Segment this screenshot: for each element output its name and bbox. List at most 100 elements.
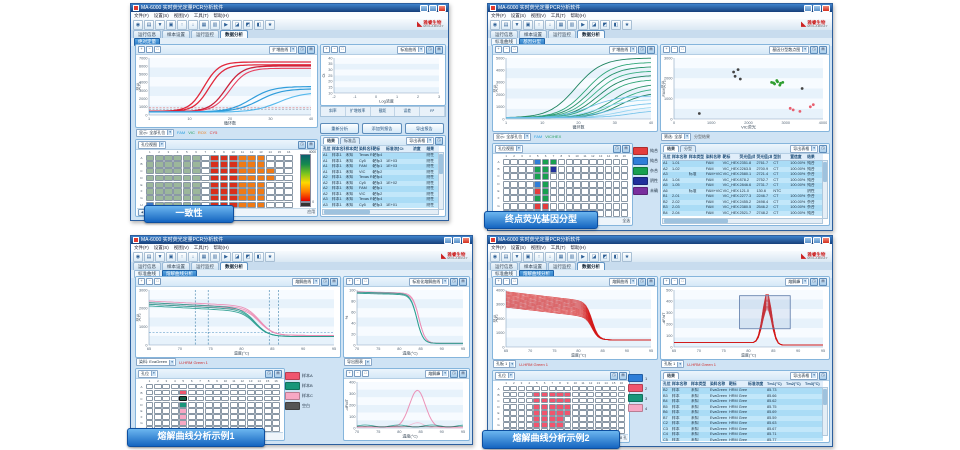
plate-well[interactable] — [557, 165, 565, 173]
plate-well[interactable] — [246, 383, 255, 390]
tab-2[interactable]: 运行监控 — [191, 30, 219, 38]
chart-type-dropdown[interactable]: 扩增曲线 ▾ — [609, 45, 637, 54]
plate-well[interactable] — [602, 410, 610, 416]
plate-well[interactable] — [589, 188, 597, 195]
plate-well[interactable] — [510, 403, 518, 410]
plate-well[interactable] — [238, 168, 247, 175]
plate-well[interactable] — [594, 410, 602, 416]
filter-dropdown[interactable]: 筛选: 全部 ▾ — [661, 132, 691, 141]
new-file-icon[interactable]: ▤ — [501, 251, 511, 262]
plate-well[interactable] — [228, 154, 238, 161]
plate-well[interactable] — [518, 195, 526, 203]
legend-item[interactable]: 阴性 — [633, 177, 658, 185]
plate-well[interactable] — [265, 154, 275, 161]
plate-well[interactable] — [196, 414, 205, 420]
plate-well[interactable] — [610, 397, 618, 404]
plate-well[interactable] — [581, 158, 589, 166]
plate-well[interactable] — [518, 202, 526, 210]
plate-well[interactable] — [228, 181, 238, 188]
plate-settings-button[interactable]: ▤ — [274, 369, 282, 378]
plate-well[interactable] — [610, 416, 618, 422]
table-row[interactable]: A6 标准 FAM+VIC VIC_HEX 121.0 130.6 NTC 阴性 — [662, 188, 823, 194]
export-icon[interactable]: ↓ — [188, 251, 198, 262]
plate-well[interactable] — [265, 168, 275, 175]
plate-well[interactable] — [502, 173, 510, 181]
print-icon[interactable]: ▦ — [556, 19, 566, 30]
plate-well[interactable] — [153, 383, 162, 390]
plate-well[interactable] — [502, 403, 510, 410]
plate-well[interactable] — [518, 180, 526, 188]
plate-well[interactable] — [610, 403, 618, 410]
save-icon[interactable]: ▣ — [523, 19, 533, 30]
menu-item[interactable]: 文件(F) — [134, 245, 149, 250]
plate-well[interactable] — [191, 161, 201, 168]
zoom-in-icon[interactable]: + — [346, 370, 353, 377]
plate-well[interactable] — [219, 154, 229, 161]
run-icon[interactable]: ▶ — [221, 19, 231, 30]
table-row[interactable]: A5 1-05 FAM VIC_HEX 2846.6 2731.7 CT 100.00% 纯合 — [662, 183, 823, 189]
plate-well[interactable] — [549, 173, 558, 181]
plate-well[interactable] — [612, 165, 621, 173]
save-icon[interactable]: ▣ — [166, 19, 176, 30]
plate-well[interactable] — [556, 403, 564, 410]
plate-well[interactable] — [549, 180, 558, 188]
plate-well[interactable] — [170, 389, 179, 396]
plate-well[interactable] — [162, 383, 171, 390]
new-file-icon[interactable]: ▤ — [144, 19, 154, 30]
plate-well[interactable] — [255, 389, 264, 396]
plate-well[interactable] — [594, 422, 602, 428]
zoom-out-icon[interactable]: − — [503, 278, 510, 285]
menu-item[interactable]: 设置(S) — [510, 245, 526, 250]
export-chart-button[interactable]: ◳ — [810, 45, 818, 54]
plate-well[interactable] — [604, 158, 613, 166]
plate-well[interactable] — [145, 154, 155, 161]
plate-well[interactable] — [153, 395, 162, 402]
plate-well[interactable] — [284, 154, 293, 161]
plate-well[interactable] — [272, 389, 280, 396]
plate-well[interactable] — [221, 420, 230, 426]
plate-well[interactable] — [201, 181, 210, 188]
plate-well[interactable] — [229, 383, 238, 390]
table-row[interactable]: A2 1-02 FAM VIC_HEX 2263.5 2700.9 CT 100.00% 纯合 — [662, 166, 823, 172]
plate-well[interactable] — [540, 410, 549, 416]
open-file-icon[interactable]: ▼ — [155, 251, 165, 262]
plate-well[interactable] — [510, 422, 518, 428]
plate-well[interactable] — [162, 420, 171, 426]
plate-well[interactable] — [256, 168, 266, 175]
plate-well[interactable] — [602, 391, 610, 398]
table-tab-0[interactable]: 结果 — [663, 145, 679, 152]
plate-well[interactable] — [579, 422, 587, 428]
plate-well[interactable] — [272, 383, 280, 390]
plate-well[interactable] — [502, 195, 510, 203]
plate-well[interactable] — [229, 395, 238, 402]
plate-well[interactable] — [587, 397, 595, 404]
plate-well[interactable] — [201, 154, 210, 161]
power-icon[interactable]: ◉ — [490, 19, 500, 30]
open-file-icon[interactable]: ▼ — [155, 19, 165, 30]
reset-zoom-icon[interactable]: □ — [511, 278, 518, 285]
plate-well[interactable] — [145, 383, 154, 390]
plate-well[interactable] — [517, 416, 526, 422]
plate-well[interactable] — [620, 188, 628, 195]
plate-well[interactable] — [204, 414, 213, 420]
plate-well[interactable] — [581, 202, 589, 210]
plate-well[interactable] — [210, 195, 219, 202]
plate-well[interactable] — [238, 161, 247, 168]
plate-well[interactable] — [246, 420, 255, 426]
plate-well[interactable] — [164, 174, 173, 181]
plate-well[interactable] — [219, 195, 229, 202]
run-icon[interactable]: ▶ — [221, 251, 231, 262]
plate-well[interactable] — [597, 173, 605, 181]
chart-settings-button[interactable]: ▤ — [647, 277, 655, 286]
scrollbar-thumb[interactable] — [823, 389, 827, 406]
plate-well[interactable] — [597, 210, 605, 217]
plate-well[interactable] — [518, 158, 526, 166]
plate-well[interactable] — [534, 180, 542, 188]
plate-well[interactable] — [238, 414, 247, 420]
tab-2[interactable]: 运行监控 — [548, 262, 576, 270]
plate-well[interactable] — [573, 173, 581, 181]
plate-well[interactable] — [517, 385, 526, 392]
plate-well[interactable] — [213, 414, 221, 420]
plate-well[interactable] — [517, 422, 526, 428]
